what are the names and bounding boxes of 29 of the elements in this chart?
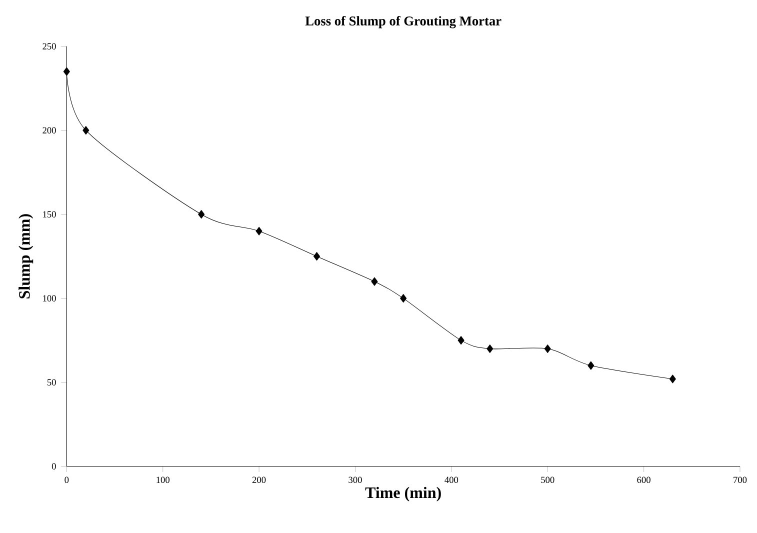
x-tick-label: 0 xyxy=(64,476,69,484)
y-tick-label: 50 xyxy=(47,379,56,386)
point xyxy=(198,210,205,219)
point xyxy=(588,361,594,370)
point xyxy=(63,67,70,76)
x-tick-label: 500 xyxy=(541,476,554,484)
point xyxy=(400,294,407,303)
y-tick-label: 0 xyxy=(52,463,56,470)
x-tick-label: 100 xyxy=(156,476,170,484)
x-tick-label: 400 xyxy=(444,476,458,484)
y-tick-label: 150 xyxy=(43,211,56,218)
chart-title: Loss of Slump of Grouting Mortar xyxy=(305,16,502,28)
point xyxy=(486,344,494,353)
point xyxy=(544,344,551,353)
x-tick-label: 600 xyxy=(637,476,650,484)
point xyxy=(313,252,320,261)
point xyxy=(371,277,378,286)
y-tick-label: 250 xyxy=(42,43,56,50)
point xyxy=(82,126,90,135)
y-tick-label: 200 xyxy=(42,127,56,134)
x-axis-title: Time (min) xyxy=(365,486,441,502)
x-tick-label: 300 xyxy=(348,476,362,484)
y-tick-label: 100 xyxy=(43,295,56,302)
point xyxy=(669,374,676,384)
x-tick-label: 700 xyxy=(734,476,747,484)
y-axis-title: Slump (mm) xyxy=(18,214,34,298)
point xyxy=(256,226,262,236)
x-tick-label: 200 xyxy=(252,476,266,484)
point xyxy=(458,336,464,345)
